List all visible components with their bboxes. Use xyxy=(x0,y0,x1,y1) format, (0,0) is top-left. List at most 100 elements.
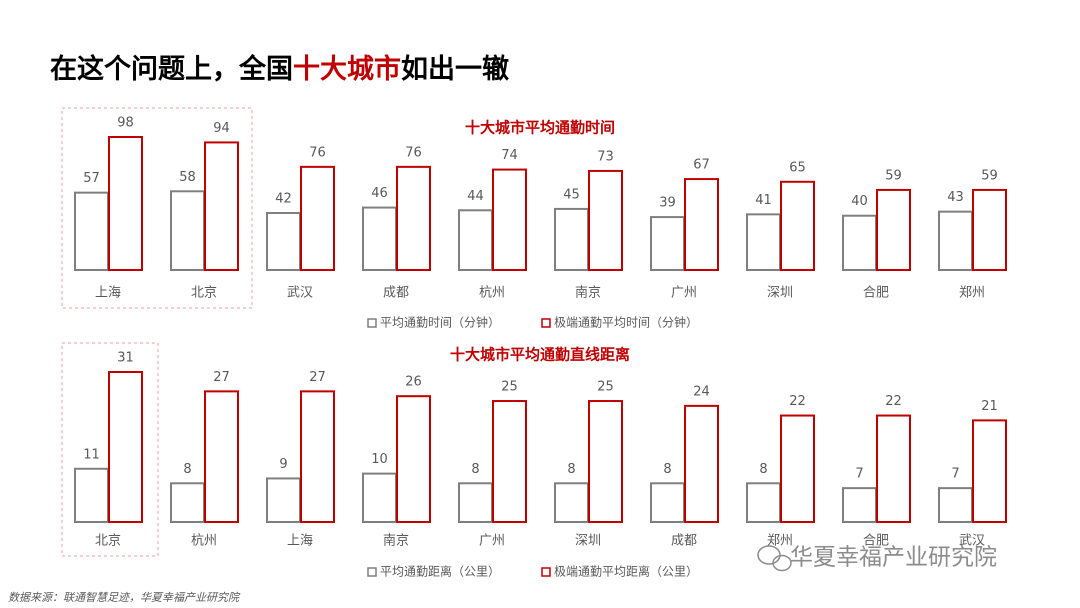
value-label: 27 xyxy=(309,370,326,385)
headline-part: 在这个问题上，全国 xyxy=(50,53,293,85)
x-tick-label: 杭州 xyxy=(479,286,505,301)
bar xyxy=(876,188,911,271)
x-tick-label: 成都 xyxy=(383,286,409,301)
value-label: 57 xyxy=(83,171,100,186)
value-label: 41 xyxy=(755,193,772,208)
value-label: 21 xyxy=(981,399,998,414)
bar xyxy=(972,188,1007,271)
legend-swatch xyxy=(541,318,551,328)
bar xyxy=(266,477,301,523)
x-tick-label: 北京 xyxy=(191,286,217,301)
x-tick-label: 南京 xyxy=(383,533,409,549)
chart-title: 十大城市平均通勤时间 xyxy=(465,119,615,137)
value-label: 94 xyxy=(213,121,230,136)
bar xyxy=(650,482,685,523)
x-tick-label: 郑州 xyxy=(959,286,985,301)
value-label: 11 xyxy=(83,447,100,462)
bar xyxy=(458,209,493,272)
watermark: 华夏幸福产业研究院 xyxy=(790,545,997,571)
x-tick-label: 上海 xyxy=(95,286,121,301)
value-label: 98 xyxy=(117,116,134,131)
bar xyxy=(938,210,973,271)
legend-swatch xyxy=(541,567,551,577)
legend-label: 平均通勤距离（公里） xyxy=(380,564,500,579)
x-tick-label: 上海 xyxy=(287,534,313,549)
value-label: 25 xyxy=(501,380,518,395)
bar xyxy=(396,395,431,523)
bar xyxy=(362,206,397,271)
bar xyxy=(108,371,143,523)
bar xyxy=(108,136,143,271)
value-label: 7 xyxy=(855,467,863,482)
headline-part: 十大城市 xyxy=(293,53,401,85)
x-tick-label: 南京 xyxy=(575,285,601,301)
value-label: 59 xyxy=(981,168,998,183)
bar xyxy=(876,414,911,524)
x-tick-label: 杭州 xyxy=(191,534,217,549)
value-label: 42 xyxy=(275,192,292,207)
bar xyxy=(492,168,527,271)
watermark-icon xyxy=(757,545,792,572)
value-label: 76 xyxy=(405,145,422,160)
bar xyxy=(204,141,239,271)
value-label: 76 xyxy=(309,145,326,160)
value-label: 9 xyxy=(279,457,287,472)
bar xyxy=(74,191,109,271)
x-tick-label: 合肥 xyxy=(863,534,889,549)
value-label: 8 xyxy=(183,462,191,477)
bar xyxy=(588,169,623,271)
value-label: 22 xyxy=(789,394,806,409)
bar xyxy=(938,487,973,523)
headline: 在这个问题上，全国十大城市如出一辙 xyxy=(50,53,509,85)
bar xyxy=(746,482,781,523)
value-label: 10 xyxy=(371,452,388,467)
bar xyxy=(74,467,109,524)
value-label: 39 xyxy=(659,196,676,211)
highlight-box xyxy=(61,342,159,557)
value-label: 59 xyxy=(885,168,902,183)
bar xyxy=(554,207,589,272)
value-label: 58 xyxy=(179,170,196,185)
value-label: 67 xyxy=(693,158,710,173)
bar xyxy=(170,482,205,523)
bar xyxy=(780,414,815,524)
x-tick-label: 成都 xyxy=(671,534,697,549)
bar xyxy=(300,390,335,523)
value-label: 31 xyxy=(117,351,134,366)
x-tick-label: 深圳 xyxy=(575,534,601,549)
value-label: 24 xyxy=(693,384,710,399)
value-label: 8 xyxy=(471,462,479,477)
value-label: 8 xyxy=(663,462,671,477)
x-tick-label: 深圳 xyxy=(767,286,793,301)
value-label: 46 xyxy=(371,186,388,201)
value-label: 8 xyxy=(567,462,575,477)
bar xyxy=(842,214,877,271)
value-label: 7 xyxy=(951,467,959,482)
bar xyxy=(588,400,623,523)
x-tick-label: 广州 xyxy=(479,534,505,549)
bar xyxy=(362,472,397,524)
legend-swatch xyxy=(367,318,377,328)
x-tick-label: 北京 xyxy=(95,534,121,549)
bar xyxy=(746,213,781,272)
value-label: 65 xyxy=(789,160,806,175)
x-tick-label: 武汉 xyxy=(287,286,313,301)
bar xyxy=(554,482,589,523)
value-label: 27 xyxy=(213,370,230,385)
chart-title: 十大城市平均通勤直线距离 xyxy=(450,346,630,364)
headline-part: 如出一辙 xyxy=(401,54,509,85)
value-label: 44 xyxy=(467,189,484,204)
bar xyxy=(204,390,239,523)
highlight-box xyxy=(61,107,253,309)
bar xyxy=(492,400,527,523)
value-label: 40 xyxy=(851,194,868,209)
value-label: 74 xyxy=(501,148,518,163)
legend-label: 极端通勤平均时间（分钟） xyxy=(554,315,698,330)
legend-swatch xyxy=(367,567,377,577)
value-label: 73 xyxy=(597,149,614,164)
value-label: 8 xyxy=(759,462,767,477)
bar xyxy=(170,190,205,272)
x-tick-label: 郑州 xyxy=(767,534,793,549)
bar xyxy=(266,212,301,271)
